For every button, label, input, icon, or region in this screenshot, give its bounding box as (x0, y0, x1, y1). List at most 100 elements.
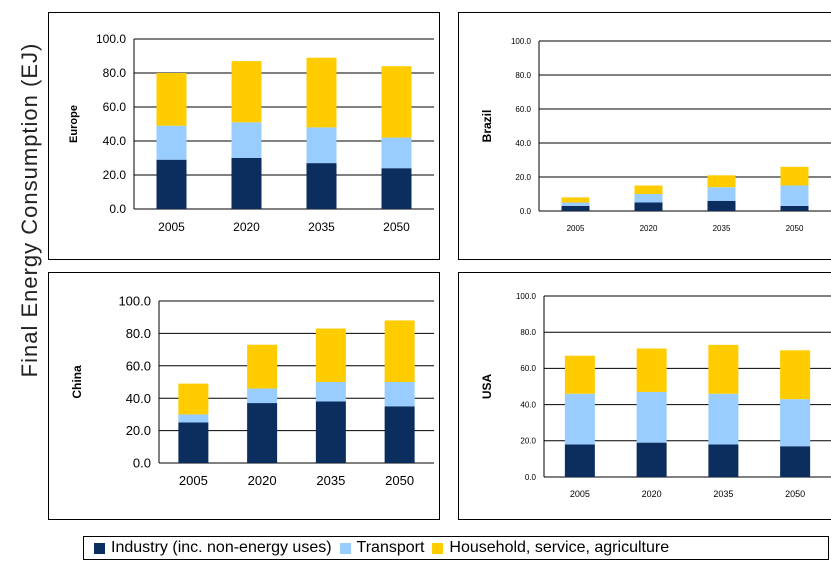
bar-segment (636, 348, 667, 392)
y-tick-label: 20.0 (515, 173, 531, 182)
bar-segment (561, 202, 590, 206)
x-tick-label: 2020 (642, 489, 662, 499)
bar-segment (315, 401, 346, 463)
bar-segment (178, 414, 209, 423)
bar-segment (178, 422, 209, 463)
x-tick-label: 2020 (248, 473, 277, 488)
bar-segment (381, 66, 412, 138)
y-tick-label: 100.0 (96, 32, 126, 46)
bar-segment (315, 382, 346, 402)
bar-segment (636, 391, 667, 443)
x-tick-label: 2050 (786, 224, 804, 233)
bar-segment (708, 444, 739, 477)
x-tick-label: 2035 (316, 473, 345, 488)
bar-segment (561, 197, 590, 203)
bar-segment (780, 166, 809, 186)
bar-segment (231, 158, 262, 209)
bar-segment (247, 388, 278, 404)
legend-label-household: Household, service, agriculture (449, 539, 670, 556)
y-tick-label: 100.0 (118, 294, 151, 309)
bar-segment (384, 320, 415, 382)
y-tick-label: 0.0 (133, 456, 151, 471)
bar-segment (247, 403, 278, 463)
x-tick-label: 2020 (640, 224, 658, 233)
bar-segment (178, 383, 209, 415)
y-tick-label: 20.0 (126, 423, 151, 438)
bar-segment (306, 163, 337, 209)
bar-segment (156, 73, 187, 126)
region-label: USA (480, 374, 494, 400)
y-tick-label: 20.0 (520, 437, 536, 446)
chart-brazil: 0.0 20.0 40.0 60.0 80.0 100.0 2005 2020 2035 2050… (480, 37, 831, 233)
chart-panel-usa: 0.0 20.0 40.0 60.0 80.0 100.0 2005 2020 2035 2050… (458, 272, 831, 520)
legend-swatch-industry (94, 542, 105, 554)
y-tick-label: 40.0 (515, 139, 531, 148)
bar-segment (780, 350, 811, 400)
y-tick-label: 80.0 (515, 71, 531, 80)
bar-segment (231, 61, 262, 123)
bar-segment (564, 355, 595, 394)
figure-y-axis-label: Final Energy Consumption (EJ) (17, 42, 42, 378)
y-tick-label: 100.0 (511, 37, 532, 46)
bar-segment (780, 446, 811, 477)
bar-segment (231, 122, 262, 158)
x-tick-label: 2005 (179, 473, 208, 488)
x-tick-label: 2035 (713, 489, 733, 499)
bar-segment (384, 406, 415, 463)
y-tick-label: 0.0 (520, 207, 532, 216)
legend-swatch-transport (339, 542, 351, 554)
bar-segment (634, 202, 663, 211)
bar-segment (315, 328, 346, 382)
x-tick-label: 2050 (383, 220, 410, 234)
chart-china: 0.0 20.0 40.0 60.0 80.0 100.0 2005 2020 2035 2050… (70, 294, 434, 488)
bar-segment (247, 344, 278, 389)
x-tick-label: 2035 (713, 224, 731, 233)
legend-item-industry: Industry (inc. non-energy uses) (94, 539, 332, 557)
bar-segment (564, 393, 595, 445)
bar-segment (708, 344, 739, 394)
x-tick-label: 2020 (233, 220, 260, 234)
legend-label-transport: Transport (356, 539, 425, 556)
legend-label-industry: Industry (inc. non-energy uses) (111, 539, 332, 556)
y-tick-label: 0.0 (109, 202, 126, 216)
y-tick-label: 60.0 (520, 364, 536, 373)
region-label: Europe (68, 105, 80, 143)
chart-europe: 0.0 20.0 40.0 60.0 80.0 100.0 2005 2020 2035 2050… (68, 32, 434, 234)
region-label: Brazil (480, 110, 494, 143)
x-tick-label: 2035 (308, 220, 335, 234)
bar-segment (708, 393, 739, 445)
bar-segment (707, 200, 736, 211)
y-tick-label: 40.0 (103, 134, 127, 148)
legend-item-household: Household, service, agriculture (432, 539, 669, 557)
bar-segment (634, 185, 663, 194)
y-tick-label: 60.0 (103, 100, 127, 114)
bar-segment (381, 168, 412, 209)
y-tick-label: 20.0 (103, 168, 127, 182)
y-tick-label: 80.0 (126, 326, 151, 341)
bar-segment (707, 187, 736, 201)
bar-segment (780, 399, 811, 447)
legend: Industry (inc. non-energy uses) Transpor… (83, 536, 829, 560)
chart-usa: 0.0 20.0 40.0 60.0 80.0 100.0 2005 2020 2035 2050… (480, 292, 831, 499)
bar-segment (634, 194, 663, 203)
x-tick-label: 2005 (567, 224, 585, 233)
bar-segment (156, 159, 187, 209)
x-tick-label: 2005 (158, 220, 185, 234)
region-label: China (70, 365, 84, 399)
bar-segment (707, 175, 736, 188)
chart-panel-brazil: 0.0 20.0 40.0 60.0 80.0 100.0 2005 2020 2035 2050… (458, 12, 831, 260)
y-tick-label: 40.0 (520, 400, 536, 409)
bar-segment (561, 205, 590, 211)
legend-item-transport: Transport (339, 539, 425, 557)
bar-segment (780, 185, 809, 206)
y-tick-label: 80.0 (520, 328, 536, 337)
y-tick-label: 0.0 (525, 473, 537, 482)
bar-segment (156, 125, 187, 160)
y-tick-label: 40.0 (126, 391, 151, 406)
bar-segment (564, 444, 595, 477)
bar-segment (381, 137, 412, 169)
bar-segment (636, 442, 667, 477)
legend-swatch-household (432, 542, 444, 554)
x-tick-label: 2005 (570, 489, 590, 499)
bar-segment (306, 57, 337, 128)
